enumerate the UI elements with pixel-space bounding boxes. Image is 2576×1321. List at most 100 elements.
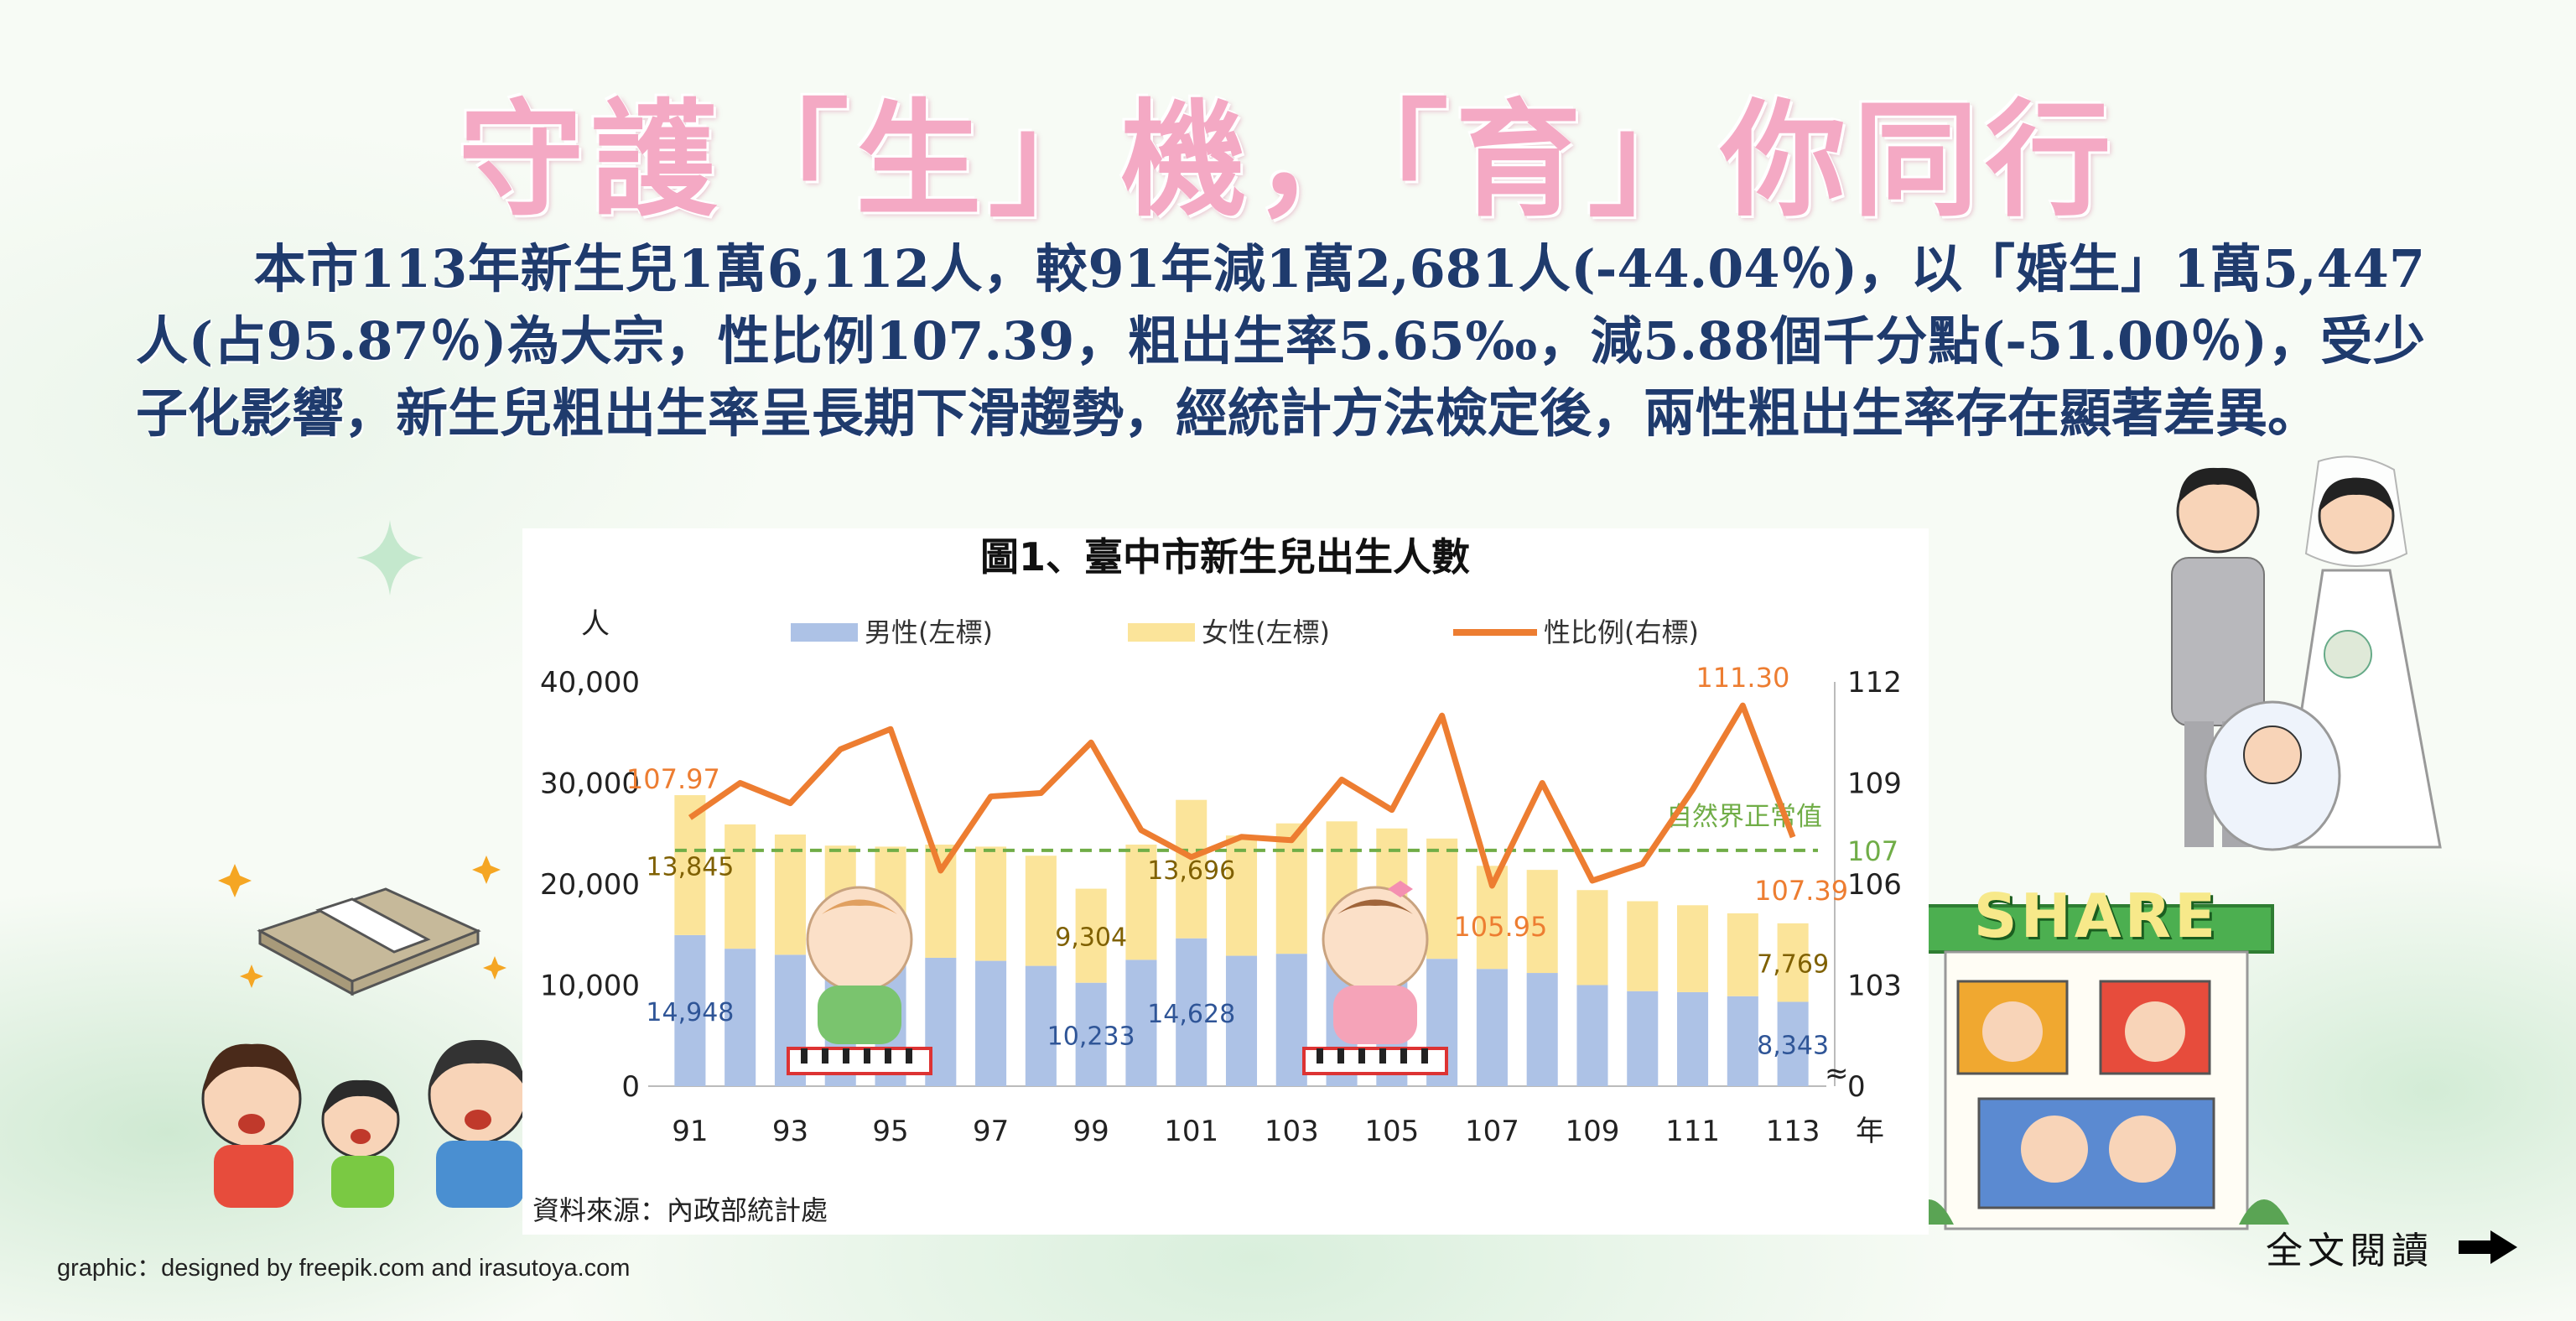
female-data-label: 9,304 [1055,923,1127,953]
bar-male [1777,1001,1809,1086]
bar-female [1426,838,1458,960]
reference-line-group: 自然界正常值 107 [674,802,1898,867]
graphic-credit: graphic：designed by freepik.com and iras… [57,1255,631,1282]
baby-girl-piano-illustration [1302,881,1448,1075]
bar-male [1025,965,1057,1086]
bar-female [1526,870,1558,974]
axis-break-mark: ≈ [1825,1057,1849,1090]
ratio-data-label: 105.95 [1453,911,1547,943]
female-data-label: 7,769 [1757,950,1829,980]
bar-male [674,934,706,1086]
bar-female [1576,890,1608,986]
page-title: 守護「生」機，「育」你同行 [458,88,2118,234]
bar-female [774,834,806,955]
left-tick-label: 10,000 [540,970,640,1003]
baby-boy-piano-illustration [787,886,932,1075]
bar-male [1125,960,1157,1086]
left-tick-label: 40,000 [540,666,640,700]
female-data-label: 13,696 [1147,856,1235,886]
x-tick-label: 111 [1665,1115,1720,1148]
legend-male-label: 男性(左標) [865,616,993,648]
bar-female [1777,923,1809,1002]
bar-female [1225,835,1258,956]
legend-male-swatch [791,623,858,642]
bar-female [1727,913,1758,996]
x-tick-label: 109 [1566,1115,1620,1148]
left-tick-label: 0 [621,1070,640,1104]
left-axis-unit: 人 [581,607,610,641]
right-tick-label: 103 [1847,970,1902,1003]
bar-female [674,795,706,935]
right-tick-label: 0 [1847,1070,1866,1104]
left-tick-label: 20,000 [540,868,640,902]
legend-female-label: 女性(左標) [1202,616,1330,648]
ratio-data-label: 107.97 [626,763,720,795]
bar-male [1176,938,1208,1086]
births-chart: 圖1、臺中市新生兒出生人數 人 年 男性(左標) 女性(左標) 性比例(右標) … [540,534,1902,1148]
bar-female [1075,888,1107,983]
x-tick-label: 105 [1364,1115,1419,1148]
right-tick-label: 106 [1847,868,1902,902]
ratio-line-group [688,702,1796,889]
bar-male [724,949,756,1086]
bar-male [1476,969,1508,1086]
x-tick-label: 101 [1164,1115,1218,1148]
wedding-couple-illustration [2171,455,2442,851]
left-tick-label: 30,000 [540,767,640,801]
share-house-illustration [1903,904,2289,1230]
right-tick-label: 109 [1847,767,1902,801]
chart-title: 圖1、臺中市新生兒出生人數 [980,534,1470,580]
ratio-line [688,702,1796,889]
source-note: 資料來源：內政部統計處 [532,1194,828,1226]
x-tick-label: 103 [1265,1115,1319,1148]
bar-male [1225,955,1258,1086]
x-tick-label: 113 [1766,1115,1820,1148]
right-tick-label: 112 [1847,666,1902,700]
male-data-label: 10,233 [1047,1022,1135,1051]
x-tick-label: 93 [772,1115,808,1148]
x-tick-label: 99 [1073,1115,1109,1148]
bar-male [1275,954,1307,1086]
sparkle-decoration [356,520,423,595]
read-more-label: 全文閱讀 [2266,1230,2433,1272]
bar-male [1677,991,1709,1086]
male-data-label: 8,343 [1757,1032,1829,1061]
ratio-data-label: 111.30 [1696,662,1789,694]
summary-paragraph: 本市113年新生兒1萬6,112人，較91年減1萬2,681人(-44.04％)… [136,233,2425,450]
money-bundle-illustration [218,856,506,996]
male-data-label: 14,628 [1147,1000,1235,1029]
bar-female [1176,799,1208,939]
reference-line-label: 自然界正常值 [1666,802,1822,832]
bar-female [1025,856,1057,966]
bar-female [975,846,1007,961]
bar-male [1526,973,1558,1086]
data-labels: 107.97 105.95 111.30 107.39 14,948 10,233 14,6… [626,662,1848,1061]
legend-ratio-label: 性比例(右標) [1544,616,1699,648]
bar-female [724,824,756,949]
x-tick-label: 91 [672,1115,708,1148]
chart-panel: 圖1、臺中市新生兒出生人數 人 年 男性(左標) 女性(左標) 性比例(右標) … [522,528,1929,1235]
bar-female [1627,901,1659,991]
male-data-label: 14,948 [646,998,734,1027]
reference-line-value: 107 [1847,835,1898,867]
read-more-link[interactable]: 全文閱讀 [2266,1220,2517,1274]
bar-male [1075,982,1107,1086]
bar-male [1576,985,1608,1086]
x-tick-label: 107 [1465,1115,1519,1148]
arrow-right-icon [2459,1230,2517,1264]
chart-legend: 男性(左標) 女性(左標) 性比例(右標) [791,616,1699,648]
x-tick-label: 95 [872,1115,908,1148]
share-sign: SHARE [1973,881,2220,951]
bar-female [1125,845,1157,960]
female-data-label: 13,845 [646,852,734,882]
bar-male [975,960,1007,1086]
x-axis-unit: 年 [1856,1115,1884,1148]
bar-male [1727,996,1758,1086]
x-tick-label: 97 [973,1115,1009,1148]
axes: 0 10,000 20,000 30,000 40,000 0 103 106 109 112 ≈9… [540,666,1902,1148]
summary-text: 本市113年新生兒1萬6,112人，較91年減1萬2,681人(-44.04％)… [136,238,2425,444]
ratio-data-label: 107.39 [1754,875,1848,907]
bar-male [1627,991,1659,1086]
family-cheering-illustration [201,1039,528,1208]
bar-female [1677,905,1709,992]
